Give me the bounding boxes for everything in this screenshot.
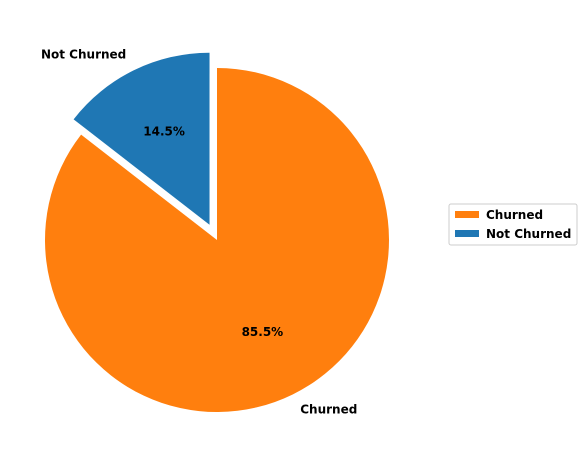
pie-labels: 85.5% Churned 14.5% Not Churned (41, 47, 357, 416)
legend-swatch-not-churned (455, 230, 479, 237)
legend: Churned Not Churned (448, 203, 578, 246)
legend-frame (448, 203, 578, 246)
pct-label-churned: 85.5% (242, 325, 284, 339)
pie-slice-churned (44, 68, 389, 412)
category-label-not-churned: Not Churned (41, 47, 126, 61)
pct-label-not-churned: 14.5% (143, 125, 185, 139)
pie-slice-not-churned (73, 52, 210, 225)
legend-label-churned: Churned (486, 208, 543, 222)
legend-label-not-churned: Not Churned (486, 227, 571, 241)
pie-slices (44, 52, 389, 412)
category-label-churned: Churned (300, 402, 357, 416)
legend-swatch-churned (455, 211, 479, 218)
